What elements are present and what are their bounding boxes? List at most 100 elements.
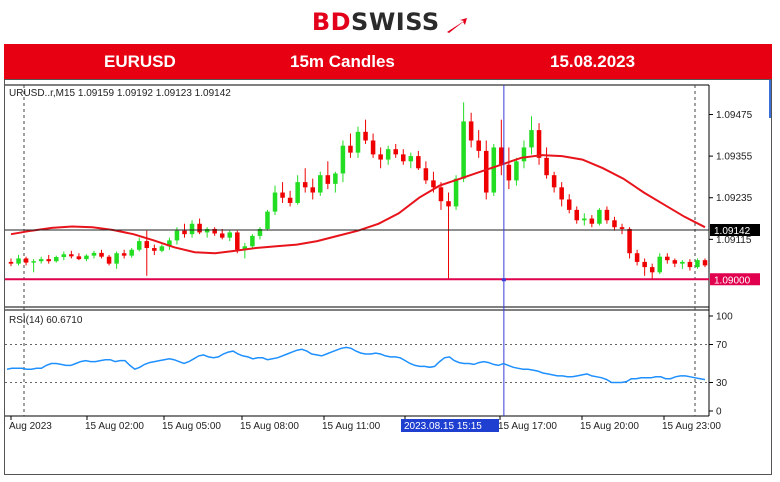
candle <box>378 147 383 169</box>
candle-body <box>574 209 580 221</box>
candle-body <box>174 230 180 241</box>
candle-body <box>106 256 112 264</box>
scrollbar-thumb[interactable] <box>769 80 771 118</box>
candle <box>521 140 527 169</box>
candle-body <box>257 228 263 236</box>
candle-body <box>152 248 157 251</box>
candle-body <box>61 254 67 258</box>
candle <box>408 152 414 169</box>
candle <box>423 161 429 184</box>
price-tick-label: 1.09475 <box>716 110 753 121</box>
candle <box>114 251 119 269</box>
candle-body <box>302 182 308 188</box>
candle-body <box>461 121 466 179</box>
candle <box>665 253 670 264</box>
candle <box>657 253 663 275</box>
price-info-label: URUSD..r,M15 1.09159 1.09192 1.09123 1.0… <box>9 88 231 99</box>
candle <box>672 258 678 268</box>
candle-body <box>499 147 504 165</box>
time-tick-label: 15 Aug 23:00 <box>662 421 721 432</box>
candle-body <box>589 218 595 224</box>
candle-body <box>453 178 459 207</box>
candle <box>680 260 685 269</box>
candle <box>491 143 497 196</box>
rsi-tick-label: 70 <box>716 340 728 351</box>
candle <box>159 244 165 253</box>
candle-body <box>355 131 361 153</box>
candle-body <box>250 235 255 247</box>
candle-body <box>114 253 119 264</box>
candle-body <box>333 173 338 184</box>
rsi-tick-label: 0 <box>716 407 722 418</box>
candle <box>446 192 451 280</box>
candle <box>38 256 44 264</box>
time-tick-label: Aug 2023 <box>9 421 52 432</box>
candle <box>385 145 391 165</box>
candle <box>189 220 195 238</box>
candle <box>642 258 647 276</box>
candle <box>235 230 240 254</box>
candle <box>370 133 376 158</box>
candle-body <box>483 150 489 193</box>
candle-body <box>325 175 331 184</box>
time-tick-label: 15 Aug 08:00 <box>240 421 299 432</box>
candle-body <box>536 130 542 158</box>
candle <box>250 234 255 249</box>
rsi-info-label: RSI(14) 60.6710 <box>9 315 83 326</box>
candle-body <box>8 261 14 264</box>
candle <box>529 116 534 155</box>
candle-body <box>84 255 89 260</box>
candle <box>106 254 112 266</box>
candle-body <box>136 241 142 250</box>
candle-body <box>189 223 195 235</box>
candle <box>393 143 398 158</box>
candle-body <box>476 140 481 151</box>
candle-body <box>672 260 678 264</box>
candle-body <box>408 156 414 162</box>
candle-body <box>129 249 134 256</box>
candle <box>212 227 217 236</box>
time-tick-label: 15 Aug 05:00 <box>162 421 221 432</box>
candle-body <box>280 192 285 198</box>
candle <box>265 209 270 231</box>
candle <box>280 182 285 203</box>
price-chart[interactable]: URUSD..r,M15 1.09159 1.09192 1.09123 1.0… <box>5 80 771 474</box>
price-tick-label: 1.09235 <box>716 193 753 204</box>
candle-body <box>242 246 248 250</box>
candle <box>566 194 572 214</box>
candle-body <box>521 147 527 162</box>
candle <box>99 249 104 259</box>
candle <box>702 258 708 268</box>
candle <box>582 213 587 226</box>
candle-body <box>235 232 240 250</box>
candle <box>61 251 67 261</box>
candle <box>514 157 519 186</box>
candle-body <box>544 157 549 176</box>
candle <box>363 119 368 144</box>
candle <box>69 250 74 259</box>
candle-body <box>212 228 217 234</box>
candle <box>287 190 293 207</box>
price-tick-label: 1.09115 <box>716 235 752 246</box>
candle-body <box>506 164 512 181</box>
brand-bd: BD <box>311 8 352 36</box>
candle <box>129 248 134 258</box>
candle <box>506 147 512 190</box>
candle <box>197 218 202 235</box>
candle-body <box>612 220 617 228</box>
brand-swiss: SWISS <box>351 8 440 36</box>
price-tick-label: 1.09355 <box>716 152 753 163</box>
candle-body <box>272 192 278 212</box>
candle <box>121 249 127 259</box>
candle-body <box>31 261 36 263</box>
candle-body <box>16 258 21 264</box>
candle-body <box>400 154 406 162</box>
current-price-tag <box>710 223 760 236</box>
chart-panel[interactable]: URUSD..r,M15 1.09159 1.09192 1.09123 1.0… <box>4 79 772 475</box>
chart-header-banner: EURUSD 15m Candles 15.08.2023 <box>4 44 772 79</box>
candle <box>597 208 602 226</box>
candle <box>634 249 640 266</box>
candle-body <box>197 223 202 233</box>
candle-body <box>423 168 429 181</box>
candle-body <box>446 201 451 207</box>
